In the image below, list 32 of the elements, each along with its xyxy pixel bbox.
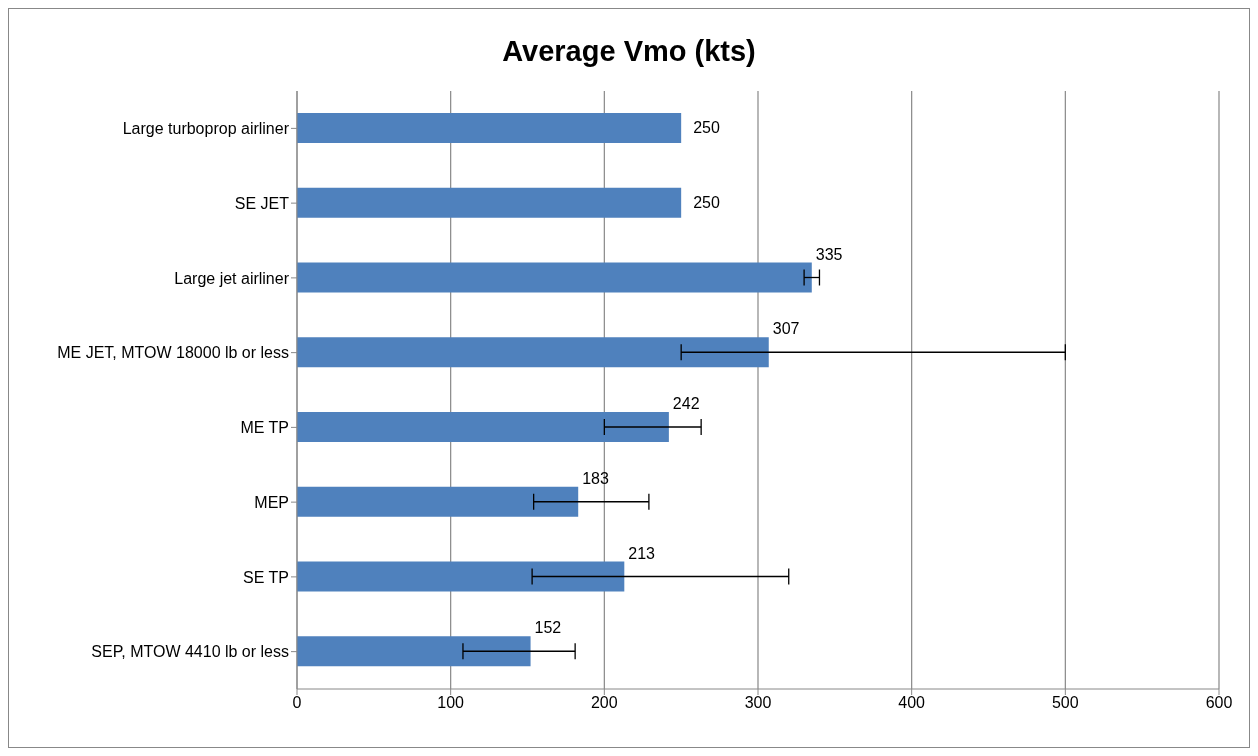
x-tick-label: 100 [437,694,465,712]
bar [297,561,625,592]
data-label: 152 [534,619,562,637]
y-tick-label: Large turboprop airliner [122,120,290,138]
x-tick-label: 600 [1205,694,1233,712]
bar [297,262,812,293]
bar [297,412,669,442]
x-tick-label: 0 [292,694,302,712]
x-tick-label: 200 [590,694,618,712]
y-tick-label: MEP [254,493,289,511]
x-tick-label: 500 [1051,694,1079,712]
y-tick-label: ME TP [240,419,289,437]
data-label: 250 [693,193,720,211]
y-tick-label: SEP, MTOW 4410 lb or less [91,643,289,661]
data-label: 242 [672,395,700,412]
bar [297,486,579,517]
bar [297,113,682,143]
data-label: 213 [628,544,656,562]
x-tick-label: 400 [898,694,926,712]
bar [297,636,531,667]
bar [297,337,769,368]
bar [297,187,682,218]
chart-title: Average Vmo (kts) [501,35,757,69]
data-label: 335 [815,245,843,263]
data-label: 183 [582,469,610,487]
y-tick-label: Large jet airliner [174,269,290,287]
data-label: 250 [693,119,720,136]
data-label: 307 [772,320,800,338]
y-tick-label: ME JET, MTOW 18000 lb or less [57,344,289,362]
y-tick-label: SE TP [243,568,289,586]
x-tick-label: 300 [744,694,772,712]
y-tick-label: SE JET [234,194,290,212]
